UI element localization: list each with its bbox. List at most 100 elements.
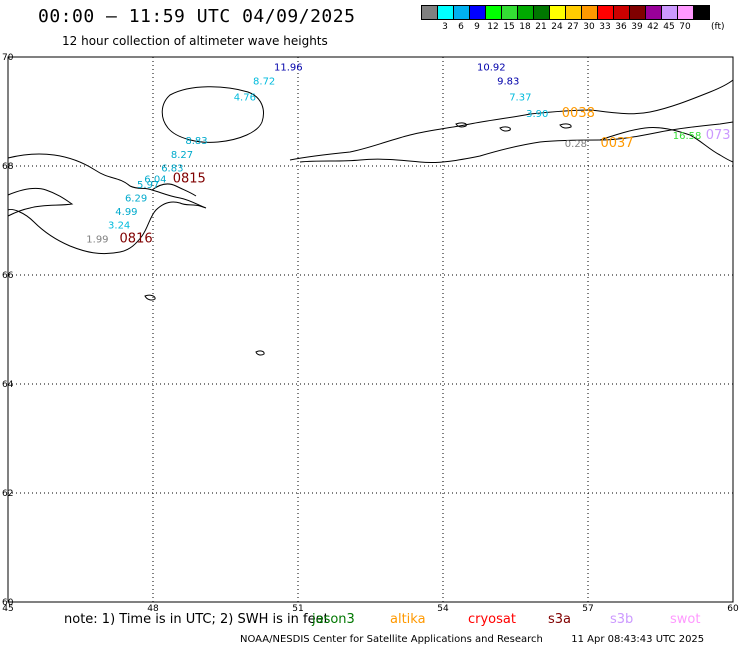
legend-tick-label: 36 [615,22,627,32]
lat-tick-label: 68 [2,162,14,172]
mission-cryosat: cryosat [468,612,516,627]
mission-altika: altika [390,612,426,627]
legend-tick-label: 42 [647,22,659,32]
pass-time-label: 0037 [600,136,633,151]
lat-tick-label: 60 [2,598,14,608]
mission-jason3: jason3 [312,612,355,627]
wave-height-value: 8.83 [185,136,207,147]
island-small-3 [499,126,511,132]
coastline-north [289,79,734,161]
legend-tick-label: 3 [442,22,448,32]
page-title: 00:00 – 11:59 UTC 04/09/2025 [38,6,356,27]
legend-tick-label [693,22,709,32]
pass-time-label: 073 [706,128,731,143]
wave-height-value: 8.72 [253,76,275,87]
footer-credit: NOAA/NESDIS Center for Satellite Applica… [240,634,704,645]
legend-swatch [597,5,614,20]
footer-note: note: 1) Time is in UTC; 2) SWH is in fe… [64,612,329,627]
wave-height-value: 16.58 [673,131,702,142]
pass-time-label: 0815 [173,171,206,186]
lon-tick-label: 45 [2,604,13,614]
legend-swatch [629,5,646,20]
legend-swatch [485,5,502,20]
legend-swatch [533,5,550,20]
legend-tick-label: 15 [503,22,515,32]
legend-swatch [517,5,534,20]
coastline [7,79,734,356]
island-small-1 [144,294,156,301]
lat-tick-label: 66 [2,271,14,281]
wave-height-value: 8.27 [171,150,193,161]
wave-height-value: 7.37 [509,93,531,104]
legend-tick-label: 9 [474,22,480,32]
wave-height-value: 6.29 [125,193,147,204]
wave-height-value: 1.99 [86,234,108,245]
credit-timestamp: 11 Apr 08:43:43 UTC 2025 [571,634,705,645]
island-small-5 [455,122,467,128]
credit-text: NOAA/NESDIS Center for Satellite Applica… [240,634,543,645]
wave-height-value: 9.83 [497,76,519,87]
color-legend: 3 6 9 12 15 18 21 24 27 30 33 36 39 42 45 70 (ft) [421,5,725,32]
legend-swatch [501,5,518,20]
coastline-mainland-inlet [7,187,74,217]
page-subtitle: 12 hour collection of altimeter wave hei… [62,34,328,48]
island-small-2 [255,350,265,356]
legend-tick-label: 39 [631,22,643,32]
wave-height-value: 11.96 [274,63,303,74]
legend-swatch [661,5,678,20]
lon-tick-label: 51 [292,604,303,614]
wave-height-value: 4.76 [234,93,256,104]
legend-swatch [437,5,454,20]
legend-tick-label: 30 [583,22,595,32]
lat-tick-label: 64 [2,380,14,390]
legend-tick-label: 33 [599,22,611,32]
island-small-4 [559,123,572,129]
legend-tick-label [421,22,437,32]
legend-swatch [549,5,566,20]
map-grid [8,57,733,602]
lon-tick-label: 57 [582,604,593,614]
kolguev-island [161,86,264,143]
wave-height-value: 0.28 [565,139,587,150]
coastline-pechora [599,127,734,163]
legend-tick-label: 18 [519,22,531,32]
mission-s3b: s3b [610,612,634,627]
lon-tick-label: 60 [727,604,739,614]
legend-labels: 3 6 9 12 15 18 21 24 27 30 33 36 39 42 45 70 (ft) [421,22,725,32]
legend-swatch [581,5,598,20]
coastline-kanin [151,183,197,197]
mission-swot: swot [670,612,701,627]
coastline-mainland-west [7,153,207,255]
legend-tick-label: 21 [535,22,547,32]
wave-height-value: 5.97 [137,180,159,191]
legend-swatch [613,5,630,20]
legend-tick-label: 6 [458,22,464,32]
wave-height-value: 6.04 [144,174,166,185]
legend-swatch [421,5,438,20]
legend-tick-label: 70 [679,22,691,32]
wave-height-value: 3.90 [526,109,548,120]
legend-swatches [421,5,725,20]
legend-swatch [645,5,662,20]
legend-swatch [677,5,694,20]
lon-tick-label: 54 [437,604,449,614]
legend-unit: (ft) [711,22,725,32]
legend-swatch [693,5,710,20]
wave-height-value: 4.99 [115,207,137,218]
map-frame [7,56,734,603]
wave-height-value: 6.83 [161,163,183,174]
wave-height-value: 3.24 [108,221,130,232]
legend-tick-label: 12 [487,22,499,32]
legend-swatch [565,5,582,20]
wave-height-labels: 11.96 8.72 4.76 8.83 8.27 6.836.04 0815 5.97 6.2… [86,63,730,247]
coastline-north-inner [299,121,734,163]
axis-labels: 45 48 51 54 57 60 70 68 66 64 62 60 [2,53,739,614]
pass-time-label: 0816 [120,231,153,246]
legend-swatch [469,5,486,20]
pass-time-label: 0038 [562,106,595,121]
mission-s3a: s3a [548,612,572,627]
legend-swatch [453,5,470,20]
lon-tick-label: 48 [147,604,159,614]
legend-tick-label: 27 [567,22,579,32]
